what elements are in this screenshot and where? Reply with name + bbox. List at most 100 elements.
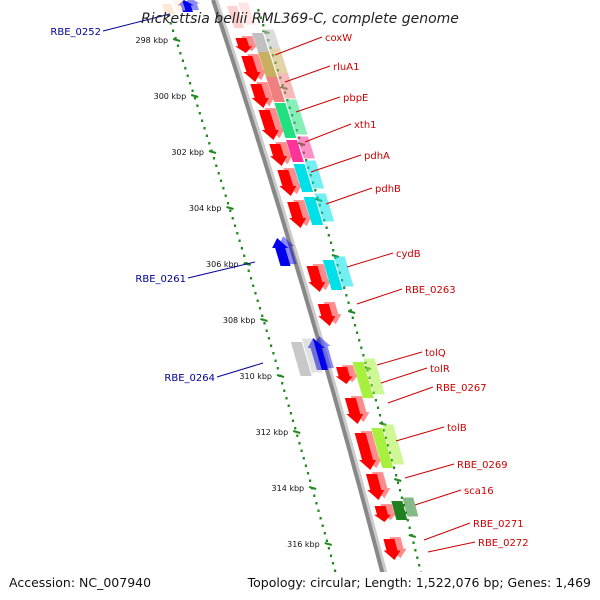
cog-block-tolr[interactable] — [352, 358, 385, 399]
gene-label-xth1[interactable]: xth1 — [304, 120, 377, 143]
gene-label-tolb[interactable]: tolB — [395, 423, 467, 442]
track-dot — [331, 562, 335, 565]
cog-block-pbpe[interactable] — [266, 73, 297, 103]
cog-block-cydb[interactable] — [322, 256, 354, 291]
gene-arrow-11[interactable] — [344, 396, 370, 424]
gene-label-rbe-0263[interactable]: RBE_0263 — [356, 285, 456, 305]
track-dot — [356, 331, 359, 334]
outer-tick-mark — [393, 477, 402, 483]
track-dot — [212, 157, 216, 160]
gene-label-rbe-0272[interactable]: RBE_0272 — [427, 538, 529, 553]
kbp-tick-label: 306 kbp — [206, 260, 239, 269]
leader-line — [356, 288, 403, 305]
track-dot — [325, 226, 328, 229]
gene-arrow-13[interactable] — [365, 472, 391, 500]
gene-label-rbe-0252[interactable]: RBE_0252 — [50, 13, 171, 38]
gene-arrow-3[interactable] — [250, 82, 275, 108]
kbp-tick-mark — [226, 205, 234, 211]
gene-label-pdha[interactable]: pdhA — [310, 151, 390, 173]
gene-label-rbe-0264[interactable]: RBE_0264 — [164, 362, 264, 384]
gene-arrow-12[interactable] — [354, 431, 383, 470]
leader-line — [395, 426, 445, 442]
gene-arrow-4[interactable] — [258, 108, 285, 140]
leader-line — [427, 541, 476, 553]
track-dot — [261, 314, 264, 317]
gene-label-rbe-0267[interactable]: RBE_0267 — [387, 383, 487, 404]
genome-title: Rickettsia bellii RML369-C, complete gen… — [141, 11, 459, 27]
gene-arrow-10[interactable] — [335, 365, 359, 384]
track-dot — [281, 382, 284, 385]
gene-arrow-1[interactable] — [235, 36, 259, 53]
gene-arrow-15[interactable] — [383, 537, 407, 560]
kbp-tick-label: 310 kbp — [239, 372, 272, 381]
track-dot — [343, 286, 346, 289]
leader-line — [380, 367, 428, 384]
gene-label-sca16[interactable]: sca16 — [414, 486, 494, 506]
cog-block-rbe-0271[interactable] — [391, 497, 419, 521]
track-dot — [374, 399, 377, 402]
gene-arrow-7[interactable] — [287, 200, 313, 228]
kbp-tick-label: 312 kbp — [256, 428, 289, 437]
track-dot — [323, 532, 326, 535]
track-dot — [285, 397, 288, 400]
gene-arrow-14[interactable] — [373, 504, 398, 522]
gene-label-rbe-0271[interactable]: RBE_0271 — [423, 519, 524, 541]
cog-block-pdha[interactable] — [286, 136, 315, 163]
leader-line — [414, 489, 462, 506]
cog-block-rev-top[interactable] — [162, 0, 186, 15]
track-dot — [296, 434, 299, 437]
gene-label-text: RBE_0271 — [473, 519, 524, 530]
gene-label-cydb[interactable]: cydB — [346, 249, 421, 268]
gene-label-pdhb[interactable]: pdhB — [325, 184, 401, 205]
track-dot — [378, 414, 382, 417]
track-dot — [329, 241, 333, 244]
cog-block-faint-top[interactable] — [226, 2, 256, 29]
track-dot — [416, 556, 419, 559]
track-dot — [376, 406, 380, 409]
track-dot — [203, 127, 206, 130]
cog-block-rev-grey[interactable] — [290, 338, 323, 377]
kbp-tick-label: 300 kbp — [154, 92, 187, 101]
cog-block-pdhb[interactable] — [293, 160, 325, 193]
track-dot — [294, 427, 297, 430]
gene-arrow-5[interactable] — [269, 142, 294, 166]
track-dot — [319, 517, 322, 520]
track-dot — [262, 24, 265, 27]
track-dot — [287, 404, 290, 407]
gene-label-text: rluA1 — [333, 62, 359, 73]
track-dot — [243, 254, 246, 257]
gene-label-pbpe[interactable]: pbpE — [295, 93, 368, 113]
topology-text: Topology: circular; Length: 1,522,076 bp… — [247, 575, 591, 590]
gene-label-rbe-0269[interactable]: RBE_0269 — [404, 460, 508, 479]
gene-arrow-8[interactable] — [306, 264, 332, 292]
track-dot — [305, 159, 308, 162]
track-dot — [258, 307, 262, 310]
gene-label-rlua1[interactable]: rluA1 — [284, 62, 359, 83]
feature-layer — [162, 0, 551, 600]
track-dot — [351, 316, 354, 319]
backbone-line — [211, 0, 392, 600]
cog-block-tolb[interactable] — [371, 424, 405, 469]
track-dot — [402, 504, 405, 507]
track-dot — [353, 324, 357, 327]
gene-label-coxw[interactable]: coxW — [274, 33, 352, 56]
gene-label-text: RBE_0261 — [135, 274, 186, 285]
label-layer: coxW rluA1 pbpE xth1 pdhA pdhB cydB RBE_0263tol… — [50, 13, 529, 553]
cog-block-rlua1[interactable] — [257, 48, 289, 78]
track-dot — [208, 142, 211, 145]
cog-block-cydb[interactable] — [303, 193, 335, 226]
cog-block-xth1[interactable] — [274, 99, 308, 139]
gene-arrow-rbe-0261[interactable] — [272, 236, 297, 266]
leader-line — [295, 96, 341, 113]
gene-label-text: RBE_0272 — [478, 538, 529, 549]
gene-arrow-2[interactable] — [241, 54, 267, 82]
gene-label-text: coxW — [325, 33, 352, 44]
track-dot — [270, 344, 273, 347]
gene-label-tolq[interactable]: tolQ — [376, 348, 446, 366]
gene-label-tolr[interactable]: tolR — [380, 364, 450, 384]
cog-block-coxw[interactable] — [251, 29, 280, 53]
gene-arrow-6[interactable] — [277, 168, 303, 196]
gene-arrow-9[interactable] — [317, 302, 342, 326]
gene-label-rbe-0261[interactable]: RBE_0261 — [135, 261, 256, 285]
kbp-tick-mark — [208, 149, 217, 155]
